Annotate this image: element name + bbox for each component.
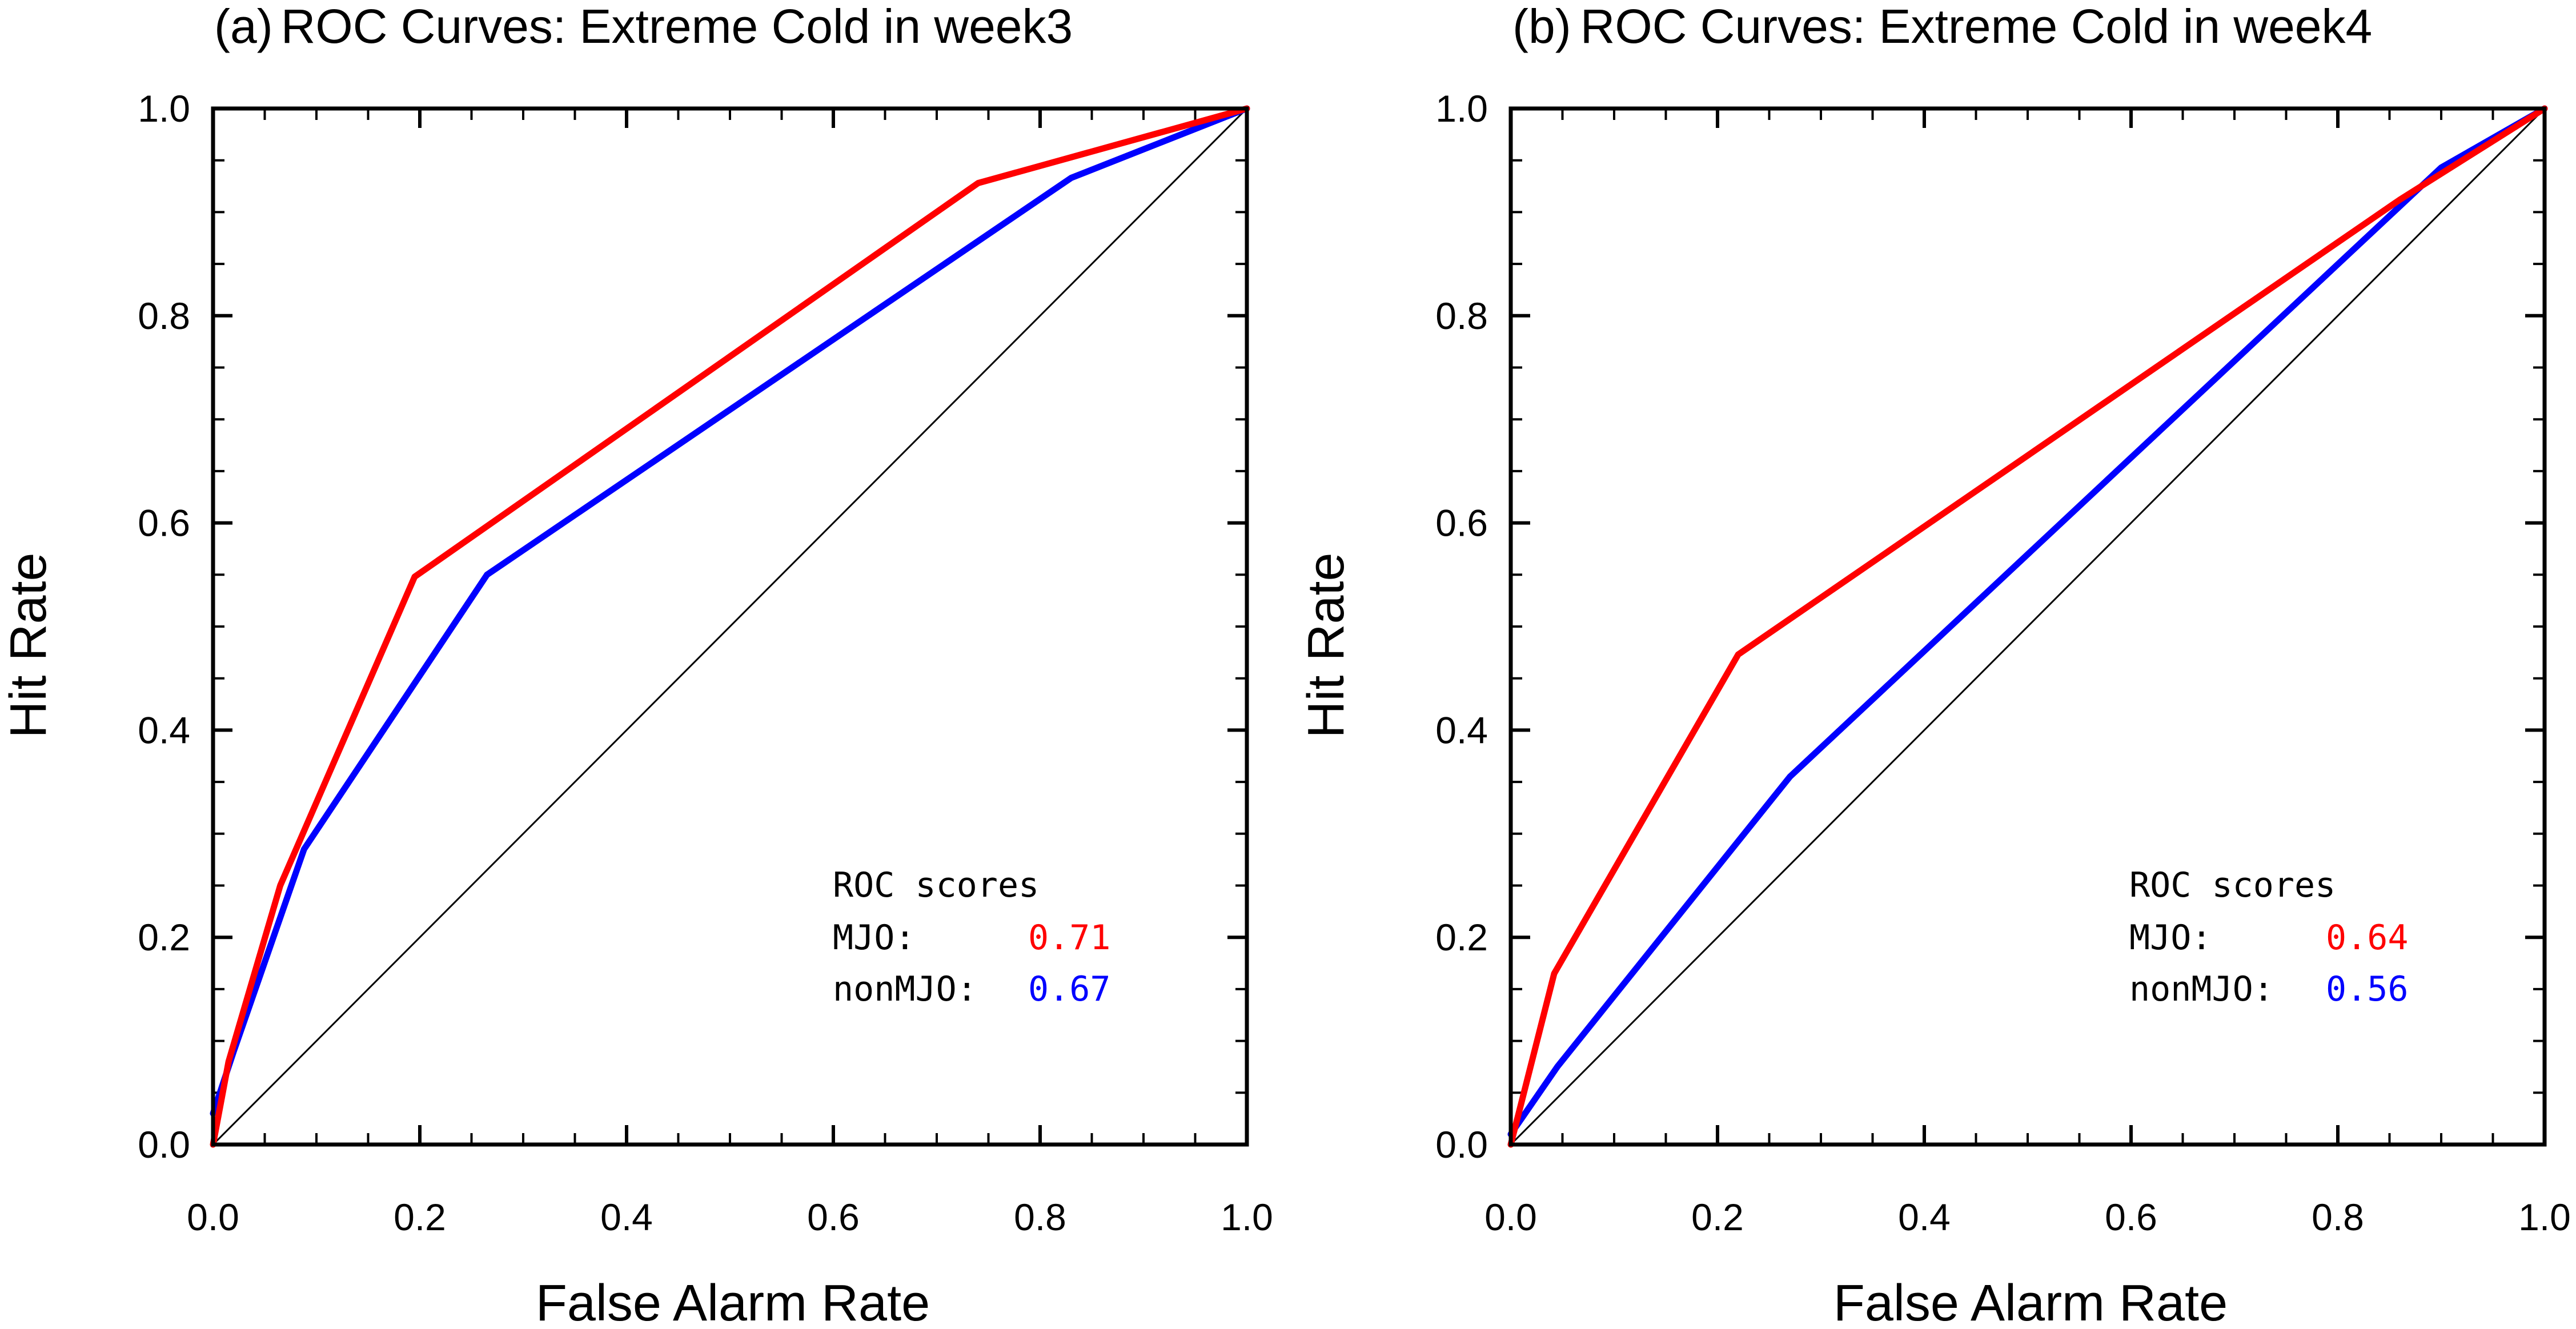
- y-tick-label: 0.6: [1435, 502, 1488, 544]
- y-tick-label: 0.4: [1435, 709, 1488, 751]
- legend-score-mjo: 0.64: [2326, 918, 2409, 958]
- panel-a: (a) ROC Curves: Extreme Cold in week3 0.…: [0, 0, 1273, 1329]
- legend-label-nonmjo: nonMJO:: [2129, 969, 2274, 1009]
- x-tick-label: 0.4: [600, 1196, 653, 1238]
- plot-area: 0.0 0.2 0.4 0.6 0.8 1.0 0.0 0.2 0.4 0.6 0.8 1.0: [138, 87, 1273, 1238]
- x-tick-label: 0.8: [1014, 1196, 1066, 1238]
- diagonal-reference-line: [212, 107, 1248, 1146]
- roc-scores-legend: ROC scores MJO: 0.71 nonMJO: 0.67: [833, 865, 1111, 1009]
- x-tick-label: 1.0: [1221, 1196, 1273, 1238]
- chart-title: ROC Curves: Extreme Cold in week4: [1580, 0, 2372, 53]
- x-tick-label: 0.6: [807, 1196, 860, 1238]
- roc-scores-legend: ROC scores MJO: 0.64 nonMJO: 0.56: [2129, 865, 2409, 1009]
- y-tick-label: 0.0: [1435, 1123, 1488, 1166]
- panel-label: (a): [214, 0, 273, 53]
- series-line-nonmjo: [1507, 105, 2548, 1138]
- series-line-mjo: [1507, 105, 2548, 1148]
- chart-title: ROC Curves: Extreme Cold in week3: [281, 0, 1073, 53]
- x-tick-label: 0.0: [187, 1196, 239, 1238]
- diagonal-reference-line: [1510, 107, 2546, 1146]
- y-axis-label: Hit Rate: [1298, 552, 1355, 738]
- legend-label-mjo: MJO:: [833, 918, 916, 958]
- plot-area: 0.0 0.2 0.4 0.6 0.8 1.0 0.0 0.2 0.4 0.6 0.8 1.0: [1435, 87, 2571, 1238]
- x-tick-label: 0.2: [1691, 1196, 1744, 1238]
- x-tick-label: 0.6: [2105, 1196, 2157, 1238]
- x-tick-label: 1.0: [2518, 1196, 2571, 1238]
- legend-title: ROC scores: [2129, 865, 2336, 905]
- y-tick-label: 0.4: [138, 709, 190, 751]
- x-tick-label: 0.4: [1898, 1196, 1951, 1238]
- y-tick-label: 0.8: [1435, 295, 1488, 337]
- panel-label: (b): [1512, 0, 1571, 53]
- x-tick-label: 0.2: [394, 1196, 446, 1238]
- legend-label-mjo: MJO:: [2129, 918, 2212, 958]
- y-tick-label: 0.6: [138, 502, 190, 544]
- series-line-nonmjo: [210, 105, 1250, 1117]
- series-line-mjo: [210, 105, 1250, 1148]
- x-axis-label: False Alarm Rate: [1833, 1275, 2228, 1329]
- x-tick-label: 0.0: [1484, 1196, 1537, 1238]
- y-axis-label: Hit Rate: [0, 552, 57, 738]
- y-tick-label: 0.2: [138, 916, 190, 958]
- plot-frame: [211, 106, 1249, 1147]
- legend-score-nonmjo: 0.56: [2326, 969, 2409, 1009]
- legend-title: ROC scores: [833, 865, 1039, 905]
- panel-b: (b) ROC Curves: Extreme Cold in week4 0.…: [1298, 0, 2571, 1329]
- y-tick-label: 0.2: [1435, 916, 1488, 958]
- x-axis-label: False Alarm Rate: [536, 1275, 930, 1329]
- y-tick-label: 1.0: [1435, 87, 1488, 130]
- x-tick-label: 0.8: [2312, 1196, 2364, 1238]
- plot-frame: [1508, 106, 2547, 1147]
- y-tick-label: 1.0: [138, 87, 190, 130]
- legend-score-mjo: 0.71: [1028, 918, 1111, 958]
- y-tick-label: 0.8: [138, 295, 190, 337]
- legend-label-nonmjo: nonMJO:: [833, 969, 977, 1009]
- y-tick-label: 0.0: [138, 1123, 190, 1166]
- legend-score-nonmjo: 0.67: [1028, 969, 1111, 1009]
